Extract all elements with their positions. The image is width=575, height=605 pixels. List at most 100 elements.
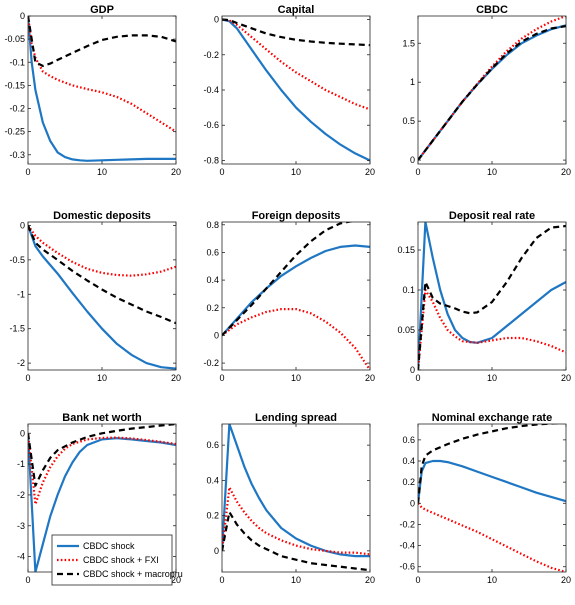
- series-line: [418, 16, 566, 161]
- series-line: [418, 224, 566, 370]
- x-tick-label: 0: [415, 167, 420, 177]
- panel-capital: Capital 0 10 20 0 -0.2 -0.4 -0.6 -0.8: [203, 4, 375, 177]
- panel-title: Bank net worth: [62, 412, 142, 424]
- panel-title: Foreign deposits: [252, 210, 341, 222]
- y-tick-label: -0.3: [9, 150, 25, 160]
- series-line: [418, 502, 566, 572]
- y-tick-label: 0.2: [402, 477, 415, 487]
- panel-gdp: GDP 0 10 20 0 -0.05 -0.1 -0.15 -0.2 -0.25 -0.3: [4, 4, 181, 177]
- x-tick-label: 10: [97, 373, 107, 383]
- x-tick-label: 0: [25, 575, 30, 585]
- series-line: [28, 224, 176, 325]
- x-tick-label: 10: [291, 167, 301, 177]
- x-tick-label: 20: [365, 167, 375, 177]
- legend-label: CBDC shock: [83, 541, 135, 551]
- y-tick-label: -0.1: [9, 57, 25, 67]
- y-tick-label: -0.6: [203, 120, 219, 130]
- y-tick-label: 0: [410, 155, 415, 165]
- x-tick-label: 10: [291, 575, 301, 585]
- panel-title: Deposit real rate: [449, 210, 535, 222]
- series-line: [222, 511, 370, 572]
- x-tick-label: 0: [25, 373, 30, 383]
- series-line: [28, 224, 176, 277]
- x-tick-label: 20: [365, 575, 375, 585]
- axes-box: [27, 221, 177, 371]
- y-tick-label: -0.2: [399, 519, 415, 529]
- y-tick-label: -2: [17, 490, 25, 500]
- panel-deposit-real-rate: Deposit real rate 0 10 20 0 0.05 0.1 0.15: [397, 210, 571, 383]
- series-line: [222, 18, 370, 47]
- y-tick-label: 0.6: [402, 435, 415, 445]
- legend-label: CBDC shock + macropru: [83, 569, 183, 579]
- series-line: [418, 222, 566, 370]
- y-tick-label: 1: [410, 77, 415, 87]
- series-line: [222, 244, 370, 337]
- panel-cbdc: CBDC 0 10 20 0 0.5 1 1.5: [402, 4, 571, 177]
- series-line: [418, 24, 566, 161]
- y-tick-label: 0.6: [206, 440, 219, 450]
- y-tick-label: -0.5: [9, 255, 25, 265]
- y-tick-label: -0.4: [399, 541, 415, 551]
- y-tick-label: 0: [410, 365, 415, 375]
- panel-title: Capital: [278, 4, 315, 16]
- x-tick-label: 0: [219, 373, 224, 383]
- y-tick-label: 0: [214, 330, 219, 340]
- series-line: [222, 18, 370, 162]
- x-tick-label: 20: [171, 575, 181, 585]
- series-line: [418, 459, 566, 504]
- x-tick-label: 0: [415, 575, 420, 585]
- x-tick-label: 20: [561, 575, 571, 585]
- y-tick-label: -2: [17, 358, 25, 368]
- legend-box: [51, 534, 173, 586]
- series-line: [28, 424, 176, 487]
- y-tick-label: 0: [410, 498, 415, 508]
- y-tick-label: -1: [17, 459, 25, 469]
- series-line: [28, 225, 176, 370]
- y-tick-label: 0.4: [206, 475, 219, 485]
- y-tick-label: -0.25: [4, 127, 25, 137]
- y-tick-label: -0.8: [203, 155, 219, 165]
- x-tick-label: 0: [25, 167, 30, 177]
- y-tick-label: -0.15: [4, 80, 25, 90]
- series-line: [418, 424, 566, 504]
- y-tick-label: 0: [20, 11, 25, 21]
- series-line: [222, 308, 370, 370]
- y-tick-label: -0.6: [399, 562, 415, 572]
- y-tick-label: -1: [17, 289, 25, 299]
- y-tick-label: -0.05: [4, 34, 25, 44]
- series-line: [222, 486, 370, 556]
- series-line: [222, 424, 370, 558]
- y-tick-label: 0.2: [206, 303, 219, 313]
- panel-lending-spread: Lending spread 0 10 20 0.6 0.4 0.2 0: [206, 412, 375, 585]
- y-tick-label: 0: [214, 546, 219, 556]
- x-tick-label: 0: [415, 373, 420, 383]
- legend-label: CBDC shock + FXI: [83, 555, 159, 565]
- y-tick-label: 0: [20, 220, 25, 230]
- y-tick-label: 0: [20, 428, 25, 438]
- series-line: [222, 222, 354, 337]
- panel-title: Domestic deposits: [53, 210, 151, 222]
- y-tick-label: 0.2: [206, 511, 219, 521]
- x-tick-label: 10: [291, 373, 301, 383]
- axes-box: [417, 15, 567, 165]
- axes-box: [221, 423, 371, 573]
- y-tick-label: -0.4: [203, 85, 219, 95]
- series-line: [28, 16, 176, 67]
- series-line: [222, 18, 370, 111]
- x-tick-label: 10: [487, 575, 497, 585]
- panel-title: Lending spread: [255, 412, 337, 424]
- y-tick-label: -0.2: [203, 358, 219, 368]
- y-tick-label: -3: [17, 521, 25, 531]
- series-line: [28, 16, 176, 133]
- y-tick-label: 0.8: [206, 220, 219, 230]
- y-tick-label: -0.2: [203, 50, 219, 60]
- y-tick-label: 0.15: [397, 245, 415, 255]
- series-line: [28, 16, 176, 162]
- x-tick-label: 20: [365, 373, 375, 383]
- y-tick-label: 0.1: [402, 285, 415, 295]
- x-tick-label: 10: [487, 167, 497, 177]
- x-tick-label: 0: [219, 575, 224, 585]
